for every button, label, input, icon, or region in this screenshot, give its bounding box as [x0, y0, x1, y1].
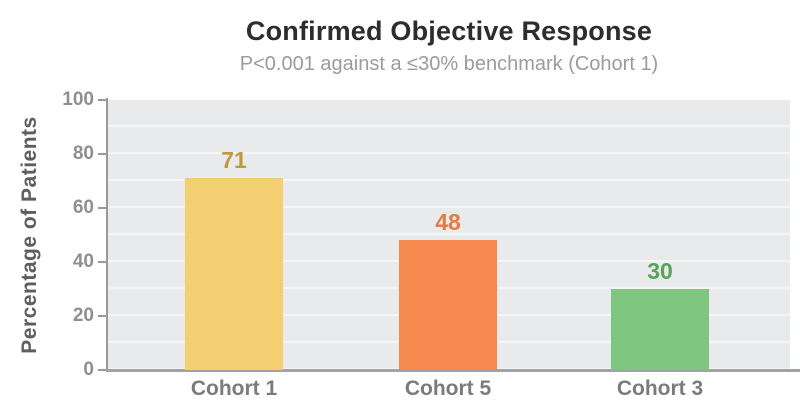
chart-subtitle: P<0.001 against a ≤30% benchmark (Cohort…: [239, 53, 659, 75]
x-axis-label-cohort-3: Cohort 3: [616, 377, 704, 400]
bar-cohort-3: [611, 289, 709, 370]
y-axis-tick: [98, 207, 106, 209]
x-axis-label-cohort-1: Cohort 1: [190, 377, 278, 400]
y-axis-tick: [98, 99, 106, 101]
y-axis-tick: [98, 261, 106, 263]
y-axis-tick-label: 100: [62, 89, 94, 110]
bar-value-label-cohort-1: 71: [221, 147, 247, 174]
x-axis-label-cohort-5: Cohort 5: [404, 377, 492, 400]
y-axis-line: [106, 98, 108, 372]
y-axis-tick-label: 80: [72, 143, 94, 164]
y-axis-tick-label: 40: [72, 251, 94, 272]
bar-cohort-1: [185, 178, 283, 370]
y-axis-tick-label: 0: [83, 359, 94, 380]
y-axis-tick: [98, 315, 106, 317]
chart-title: Confirmed Objective Response: [245, 16, 653, 46]
x-axis-baseline: [106, 369, 800, 372]
bar-value-label-cohort-3: 30: [647, 258, 673, 284]
y-axis-tick: [98, 369, 106, 371]
bar-value-label-cohort-5: 48: [435, 209, 461, 236]
bar-cohort-5: [399, 240, 497, 370]
y-axis-tick-label: 20: [72, 305, 94, 326]
y-axis-tick: [98, 153, 106, 155]
y-axis-tick-label: 60: [72, 197, 94, 218]
